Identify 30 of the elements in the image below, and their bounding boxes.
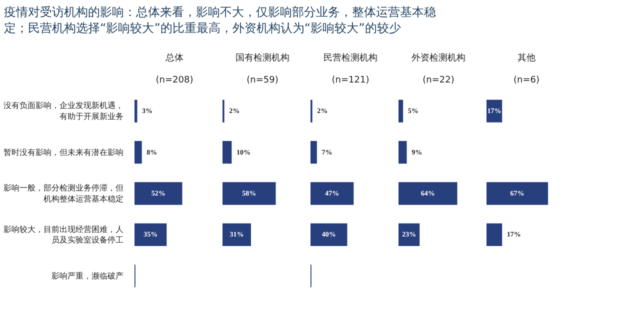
chart-subtitle: (n=208) [156,76,194,86]
y-tick-label: 影响较大，目前出现经营困难，人员及实验室设备停工 [4,224,124,245]
y-tick-label: 影响严重，濒临破产 [52,271,124,280]
bar [134,140,142,164]
bar [398,100,404,122]
chart-title: 国有检测机构 [236,52,290,64]
y-tick-label: 暂时没有影响，但未来有潜在影响 [4,148,124,157]
bar [310,223,348,246]
chart-subtitle: (n=59) [246,76,278,86]
bar [398,140,407,164]
chart-title: 外资检测机构 [412,52,466,64]
chart-title: 其他 [518,52,536,64]
bar [398,223,420,246]
bar [222,140,232,164]
bar [222,223,251,246]
bar [134,223,167,246]
chart-title: 总体 [164,52,184,64]
text: 疫情对受访机构的影响：总体来看，影响不大，仅影响部分业务，整体运营基本稳定；民营机构选择“影响较大”的比重最高，外资机构认为“影响较大”的较少 [4,4,437,36]
bar [398,182,458,205]
chart-subtitle: (n=6) [514,76,540,86]
bar [310,140,317,164]
y-tick-label: 影响一般，部分检测业务停滞，但机构整体运营基本稳定 [4,184,124,204]
bar [310,182,354,205]
chart-subtitle: (n=22) [422,76,454,86]
y-tick-label: 没有负面影响，企业发现新机遇，有助于开展新业务 [4,101,124,121]
bar [134,100,138,122]
bar [222,182,276,205]
bar [134,182,182,205]
chart-title: 民营检测机构 [324,52,378,64]
chart-subtitle: (n=121) [332,76,370,86]
